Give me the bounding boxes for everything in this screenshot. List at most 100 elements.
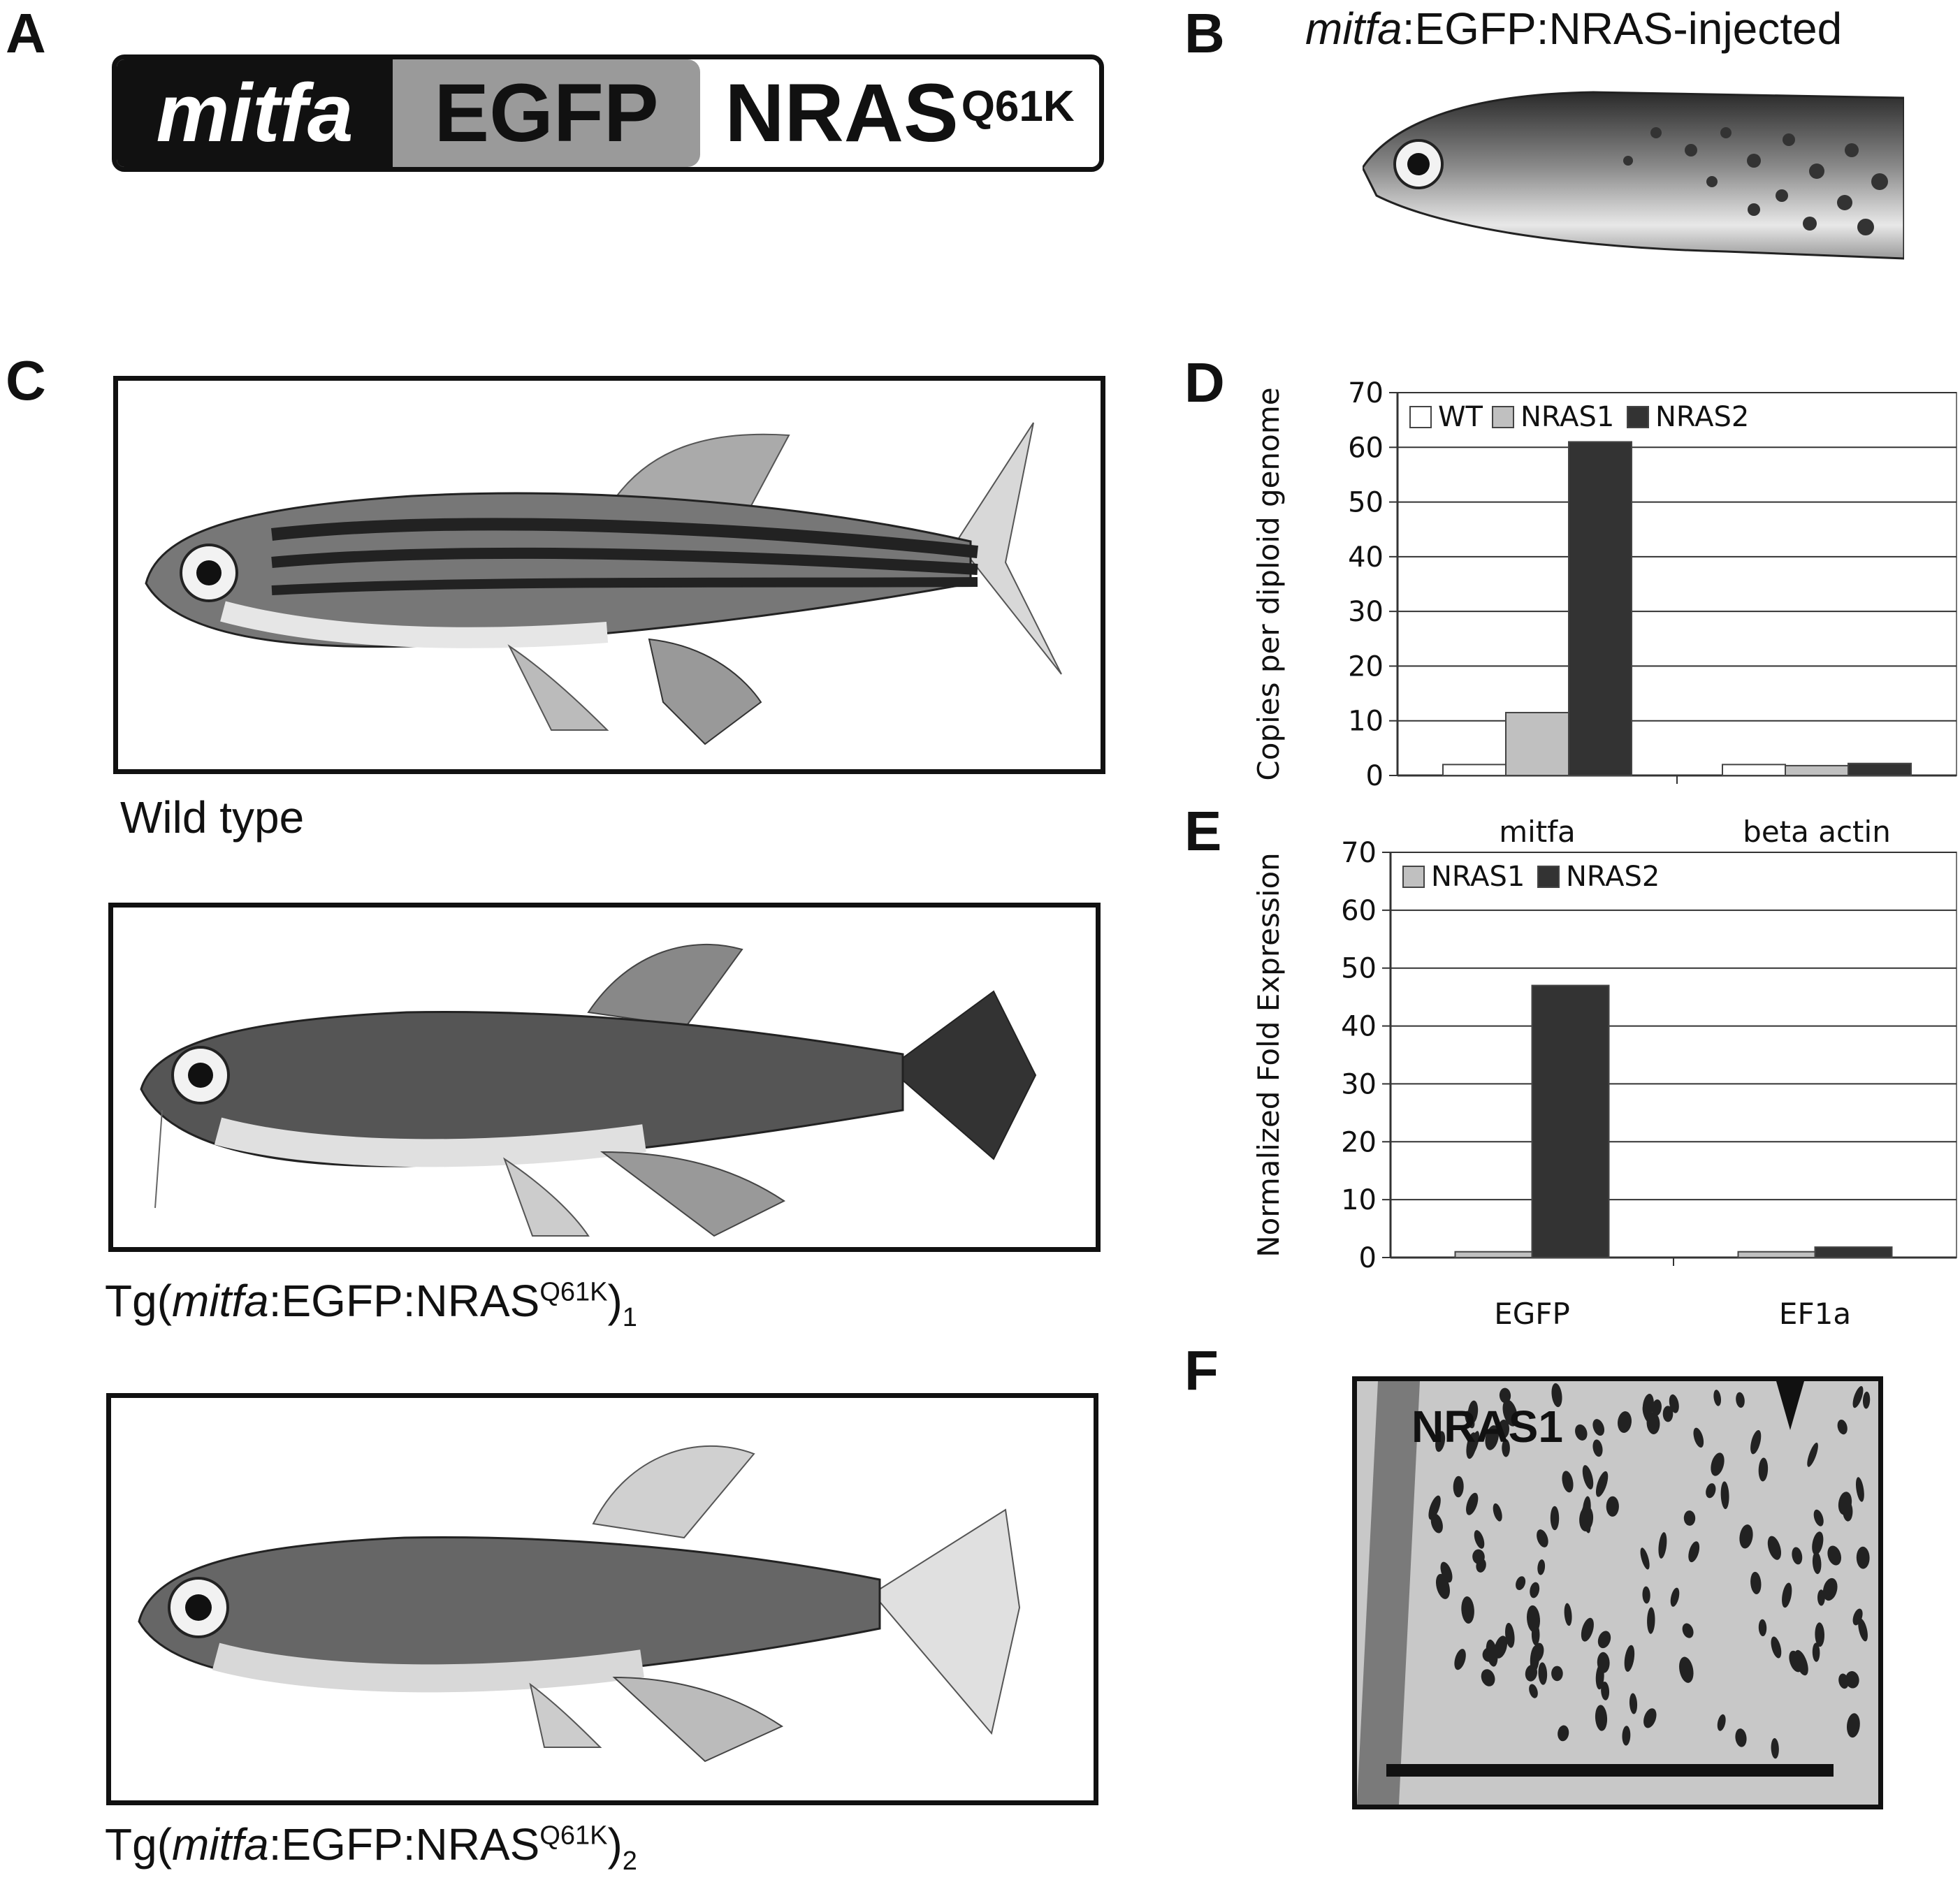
chart-e-bar-nras1-ef1a <box>1737 1251 1816 1259</box>
cell-nucleus <box>1750 1571 1762 1594</box>
chart-d-bar-nras1-mitfa <box>1505 711 1569 777</box>
chart-d-bar-nras2-mitfa <box>1568 441 1632 776</box>
cell-nucleus <box>1454 1649 1466 1670</box>
cell-nucleus <box>1592 1419 1604 1436</box>
cell-nucleus <box>1736 1392 1745 1408</box>
panel-letter-e: E <box>1184 800 1222 862</box>
chart-d-ytick-label: 40 <box>1348 541 1384 574</box>
cell-nucleus <box>1595 1471 1609 1497</box>
cell-nucleus <box>1532 1642 1544 1663</box>
cell-nucleus <box>1618 1411 1632 1433</box>
fish-frame-line-1 <box>108 903 1101 1252</box>
cell-nucleus <box>1498 1420 1510 1438</box>
cell-nucleus <box>1502 1438 1510 1457</box>
cell-nucleus <box>1499 1387 1511 1404</box>
panel-b-title: mitfa:EGFP:NRAS-injected <box>1305 3 1842 54</box>
cell-nucleus <box>1813 1509 1824 1527</box>
construct-mutation-label: Q61K <box>961 82 1075 131</box>
chart-d-ylabel: Copies per diploid genome <box>1251 387 1286 780</box>
cell-nucleus <box>1516 1576 1526 1591</box>
chart-d-ytick-label: 60 <box>1348 432 1384 464</box>
chart-e-ytick-label: 30 <box>1341 1068 1377 1100</box>
cell-nucleus <box>1493 1503 1502 1522</box>
histology-label: NRAS1 <box>1411 1401 1563 1452</box>
chart-e: 0 10 20 30 40 50 60 70 Normalized Fold Expressio… <box>1251 837 1957 1327</box>
cell-nucleus <box>1440 1561 1453 1583</box>
panel-letter-d: D <box>1184 351 1225 414</box>
cell-nucleus <box>1581 1617 1594 1642</box>
cell-nucleus <box>1502 1399 1518 1427</box>
cell-nucleus <box>1624 1645 1635 1672</box>
cell-nucleus <box>1683 1510 1696 1526</box>
cell-nucleus <box>1852 1385 1864 1408</box>
cell-nucleus <box>1855 1477 1864 1502</box>
cell-nucleus <box>1817 1589 1825 1606</box>
chart-e-ytick-label: 0 <box>1359 1242 1377 1274</box>
cell-nucleus <box>1852 1608 1863 1626</box>
chart-d-ytick-label: 50 <box>1348 487 1384 519</box>
cell-nucleus <box>1717 1714 1726 1731</box>
cell-nucleus <box>1807 1442 1818 1467</box>
cell-nucleus <box>1575 1424 1588 1441</box>
cell-nucleus <box>1606 1496 1619 1517</box>
chart-e-bar-nras1-egfp <box>1454 1251 1533 1259</box>
caption-line-2-sub: 2 <box>622 1846 637 1876</box>
cell-nucleus <box>1481 1669 1495 1686</box>
chart-e-ylabel: Normalized Fold Expression <box>1251 852 1286 1258</box>
cell-nucleus <box>1845 1671 1859 1689</box>
construct-diagram: mitfa EGFP NRAS Q61K <box>112 54 1104 172</box>
panel-letter-b: B <box>1184 2 1225 64</box>
cell-nucleus <box>1505 1622 1515 1648</box>
chart-d-bar-nras1-beta-actin <box>1785 764 1849 776</box>
cell-nucleus <box>1592 1439 1603 1457</box>
caption-line-1-close: ) <box>607 1276 623 1326</box>
cell-nucleus <box>1579 1506 1594 1531</box>
caption-wild-type: Wild type <box>120 792 305 843</box>
caption-line-2: Tg(mitfa:EGFP:NRASQ61K)2 <box>105 1822 637 1874</box>
cell-nucleus <box>1735 1728 1747 1747</box>
cell-nucleus <box>1693 1427 1704 1448</box>
chart-d-plot-frame <box>1397 392 1957 776</box>
cell-nucleus <box>1642 1394 1654 1418</box>
cell-nucleus <box>1435 1431 1446 1452</box>
cell-nucleus <box>1558 1725 1569 1742</box>
chart-d-legend-swatch <box>1409 406 1432 428</box>
cell-nucleus <box>1662 1406 1674 1422</box>
cell-nucleus <box>1530 1582 1540 1598</box>
transgenic-line-1-fish-photo <box>140 943 1037 1237</box>
cell-nucleus <box>1629 1693 1638 1714</box>
cell-nucleus <box>1789 1650 1803 1673</box>
cell-nucleus <box>1537 1529 1548 1547</box>
cell-nucleus <box>1838 1492 1852 1515</box>
cell-nucleus <box>1430 1513 1443 1533</box>
cell-nucleus <box>1812 1552 1822 1575</box>
construct-gene-segment: NRAS Q61K <box>700 59 1099 167</box>
chart-e-legend-swatch <box>1537 866 1560 888</box>
cell-nucleus <box>1652 1399 1662 1416</box>
cell-nucleus <box>1822 1578 1838 1601</box>
cell-nucleus <box>1642 1586 1650 1604</box>
chart-e-bar-nras2-ef1a <box>1814 1246 1893 1258</box>
cell-nucleus <box>1595 1664 1604 1690</box>
caption-line-2-prefix: Tg( <box>105 1819 172 1870</box>
cell-nucleus <box>1739 1524 1753 1549</box>
cell-nucleus <box>1670 1587 1680 1607</box>
cell-nucleus <box>1562 1471 1574 1493</box>
cell-nucleus <box>1713 1390 1722 1406</box>
chart-d-category-label: mitfa <box>1499 815 1576 849</box>
cell-nucleus <box>1622 1726 1631 1746</box>
cell-nucleus <box>1782 1582 1792 1608</box>
caption-line-1-italic: mitfa <box>172 1276 269 1326</box>
chart-d-ytick-label: 20 <box>1348 650 1384 683</box>
construct-promoter-segment: mitfa <box>117 59 393 167</box>
cell-nucleus <box>1597 1631 1611 1649</box>
cell-nucleus <box>1640 1547 1650 1570</box>
construct-reporter-segment: EGFP <box>393 59 700 167</box>
cell-nucleus <box>1711 1452 1725 1476</box>
cell-nucleus <box>1428 1495 1441 1520</box>
chart-e-legend-swatch <box>1402 866 1425 888</box>
cell-nucleus <box>1846 1713 1860 1738</box>
cell-nucleus <box>1862 1391 1871 1409</box>
cell-nucleus <box>1720 1481 1729 1510</box>
caption-line-1-sup: Q61K <box>539 1277 608 1307</box>
